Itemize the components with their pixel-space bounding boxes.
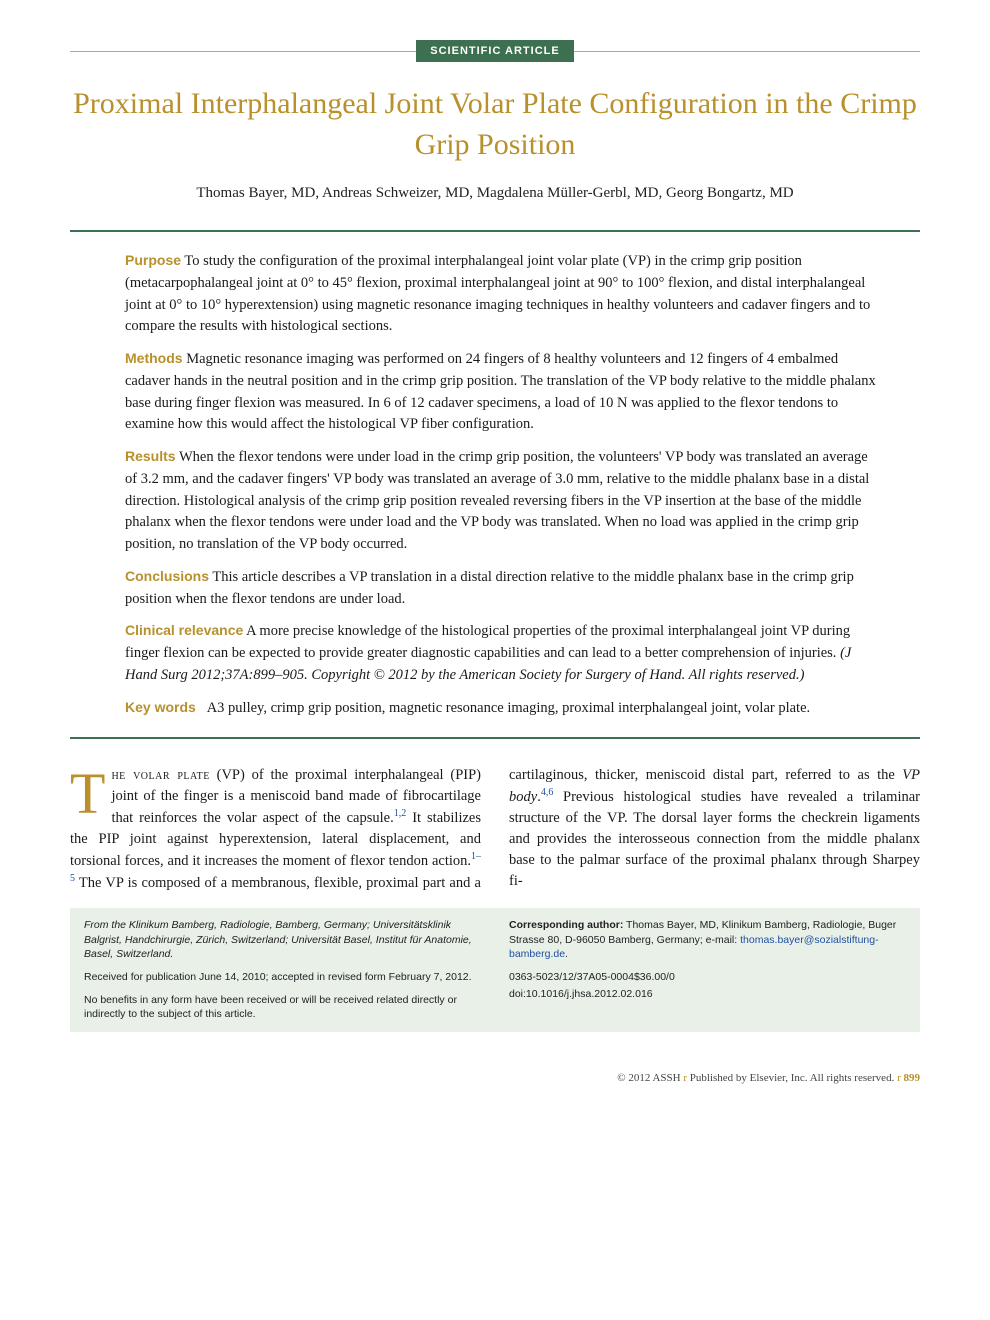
copyright-text: © 2012 ASSH <box>617 1072 683 1084</box>
publisher-text: Published by Elsevier, Inc. All rights r… <box>687 1072 897 1084</box>
dropcap: T <box>70 765 111 818</box>
affiliations: From the Klinikum Bamberg, Radiologie, B… <box>84 918 481 962</box>
article-title: Proximal Interphalangeal Joint Volar Pla… <box>70 84 920 165</box>
article-footer-box: From the Klinikum Bamberg, Radiologie, B… <box>70 908 920 1032</box>
footer-right-column: Corresponding author: Thomas Bayer, MD, … <box>495 908 920 1032</box>
purpose-text: To study the configuration of the proxim… <box>125 253 870 334</box>
body-1c: The VP is composed of a membranous, flex… <box>75 767 902 891</box>
conclusions-text: This article describes a VP translation … <box>125 569 854 607</box>
article-type-banner: SCIENTIFIC ARTICLE <box>70 40 920 62</box>
body-1e: Previous histological studies have revea… <box>509 789 920 889</box>
results-label: Results <box>125 448 176 464</box>
abstract-box: Purpose To study the configuration of th… <box>70 230 920 739</box>
abstract-results: Results When the flexor tendons were und… <box>125 446 880 556</box>
body-paragraph-1: The volar plate (VP) of the proximal int… <box>70 765 920 894</box>
corresponding-label: Corresponding author: <box>509 919 623 931</box>
article-type-badge: SCIENTIFIC ARTICLE <box>416 40 573 62</box>
purpose-label: Purpose <box>125 252 181 268</box>
citation-3[interactable]: 4,6 <box>541 787 554 798</box>
banner-rule-right <box>574 51 920 52</box>
abstract-conclusions: Conclusions This article describes a VP … <box>125 566 880 611</box>
results-text: When the flexor tendons were under load … <box>125 449 869 552</box>
page-number: 899 <box>904 1072 921 1084</box>
keywords-label: Key words <box>125 699 196 715</box>
footer-left-column: From the Klinikum Bamberg, Radiologie, B… <box>70 908 495 1032</box>
received-date: Received for publication June 14, 2010; … <box>84 970 481 985</box>
corresponding-author: Corresponding author: Thomas Bayer, MD, … <box>509 918 906 962</box>
citation-1[interactable]: 1,2 <box>394 808 407 819</box>
abstract-methods: Methods Magnetic resonance imaging was p… <box>125 348 880 436</box>
methods-label: Methods <box>125 350 183 366</box>
abstract-clinical-relevance: Clinical relevance A more precise knowle… <box>125 620 880 686</box>
doi: doi:10.1016/j.jhsa.2012.02.016 <box>509 987 906 1002</box>
clinical-label: Clinical relevance <box>125 622 243 638</box>
page-footer: © 2012 ASSH r Published by Elsevier, Inc… <box>70 1072 920 1084</box>
benefits-statement: No benefits in any form have been receiv… <box>84 993 481 1022</box>
conclusions-label: Conclusions <box>125 568 209 584</box>
abstract-keywords: Key words A3 pulley, crimp grip position… <box>125 697 880 720</box>
author-list: Thomas Bayer, MD, Andreas Schweizer, MD,… <box>70 185 920 202</box>
banner-rule-left <box>70 51 416 52</box>
lead-smallcaps: he volar plate <box>111 767 209 783</box>
methods-text: Magnetic resonance imaging was performed… <box>125 351 876 432</box>
abstract-purpose: Purpose To study the configuration of th… <box>125 250 880 338</box>
keywords-text: A3 pulley, crimp grip position, magnetic… <box>207 700 810 716</box>
article-body: The volar plate (VP) of the proximal int… <box>70 765 920 894</box>
issn: 0363-5023/12/37A05-0004$36.00/0 <box>509 970 906 985</box>
